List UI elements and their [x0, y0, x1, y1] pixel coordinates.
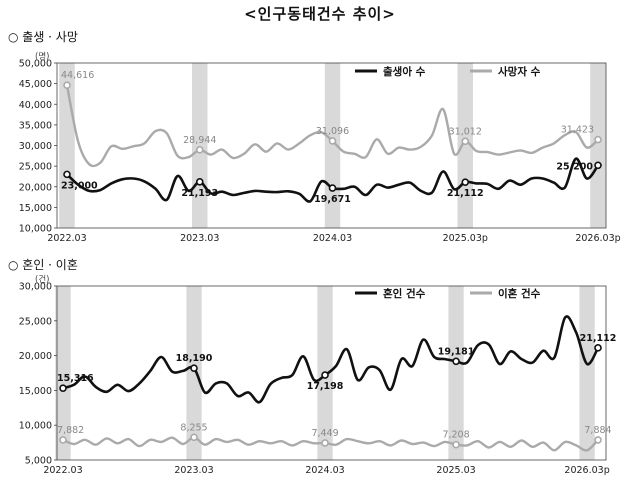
y-unit-label: (건) [35, 274, 49, 285]
series-line-secondary [62, 436, 599, 452]
legend-label: 출생아 수 [383, 65, 426, 78]
x-tick-label: 2022.03 [43, 465, 82, 476]
data-label: 31,423 [561, 125, 594, 136]
data-point-marker [59, 436, 67, 444]
y-tick-label: 30,000 [19, 141, 52, 152]
data-point-marker [594, 135, 602, 144]
data-label: 31,096 [316, 126, 349, 137]
data-point-marker [190, 433, 198, 442]
data-label: 15,316 [57, 373, 94, 384]
data-label: 8,255 [180, 422, 207, 433]
legend-label: 이혼 건수 [498, 287, 541, 300]
data-label: 21,112 [580, 333, 617, 344]
data-point-marker [452, 357, 460, 366]
y-tick-label: 10,000 [19, 224, 52, 235]
x-tick-label: 2022.03 [47, 233, 86, 244]
data-label: 18,190 [176, 353, 213, 364]
data-point-marker [452, 440, 460, 449]
y-unit-label: (명) [35, 51, 49, 62]
shaded-band [579, 286, 595, 460]
data-label: 7,449 [311, 428, 338, 439]
y-tick-label: 30,000 [19, 282, 52, 293]
data-point-marker [594, 344, 602, 352]
legend-label: 사망자 수 [498, 65, 541, 78]
x-tick-label: 2023.03 [174, 465, 213, 476]
shaded-band [448, 286, 464, 460]
legend-label: 혼인 건수 [383, 287, 426, 300]
series-line-primary [62, 315, 600, 404]
shaded-band [590, 63, 606, 228]
shaded-band [186, 286, 202, 460]
y-tick-label: 15,000 [19, 386, 52, 397]
data-label: 7,884 [584, 425, 611, 436]
data-point-marker [594, 436, 602, 444]
data-point-marker [461, 178, 470, 186]
y-tick-label: 35,000 [19, 120, 52, 131]
data-point-marker [461, 137, 470, 146]
data-point-marker [328, 137, 337, 145]
data-point-marker [594, 161, 602, 170]
x-tick-label: 2026.03p [575, 233, 620, 244]
data-label: 25,200 [556, 161, 593, 172]
data-label: 19,181 [438, 346, 475, 357]
data-point-marker [321, 371, 329, 379]
x-tick-label: 2024.03 [313, 233, 352, 244]
shaded-band [55, 286, 71, 460]
data-label: 19,671 [314, 194, 351, 205]
data-label: 7,208 [442, 430, 469, 441]
y-tick-label: 20,000 [19, 351, 52, 362]
x-tick-label: 2026.03p [564, 465, 609, 476]
x-tick-label: 2024.03 [305, 465, 344, 476]
data-point-marker [195, 178, 204, 186]
data-label: 21,193 [181, 188, 218, 199]
y-tick-label: 50,000 [19, 59, 52, 70]
data-point-marker [63, 81, 71, 90]
data-label: 28,944 [183, 135, 216, 146]
x-tick-label: 2025.03p [443, 233, 488, 244]
x-tick-label: 2025.03 [436, 465, 475, 476]
y-tick-label: 5,000 [25, 456, 52, 467]
y-tick-label: 45,000 [19, 79, 52, 90]
plot-frame [56, 285, 607, 461]
y-tick-label: 40,000 [19, 100, 52, 111]
data-point-marker [190, 364, 198, 372]
y-tick-label: 25,000 [19, 316, 52, 327]
data-point-marker [328, 184, 337, 192]
page-title: <인구동태건수 추이> [244, 5, 396, 23]
data-point-marker [59, 384, 67, 393]
data-label: 44,616 [61, 70, 94, 81]
data-point-marker [321, 439, 329, 447]
y-tick-label: 15,000 [19, 203, 52, 214]
data-label: 21,112 [447, 188, 484, 199]
y-tick-label: 25,000 [19, 162, 52, 173]
x-tick-label: 2023.03 [180, 233, 219, 244]
section-title-birth-death: ○ 출생 · 사망 [8, 30, 78, 44]
data-point-marker [195, 146, 204, 154]
data-label: 17,198 [307, 381, 344, 392]
data-label: 31,012 [449, 126, 482, 137]
y-tick-label: 10,000 [19, 421, 52, 432]
data-point-marker [63, 170, 71, 179]
data-label: 7,882 [57, 425, 84, 436]
y-tick-label: 20,000 [19, 182, 52, 193]
data-label: 23,000 [61, 180, 98, 191]
section-title-marriage-divorce: ○ 혼인 · 이혼 [8, 258, 78, 272]
